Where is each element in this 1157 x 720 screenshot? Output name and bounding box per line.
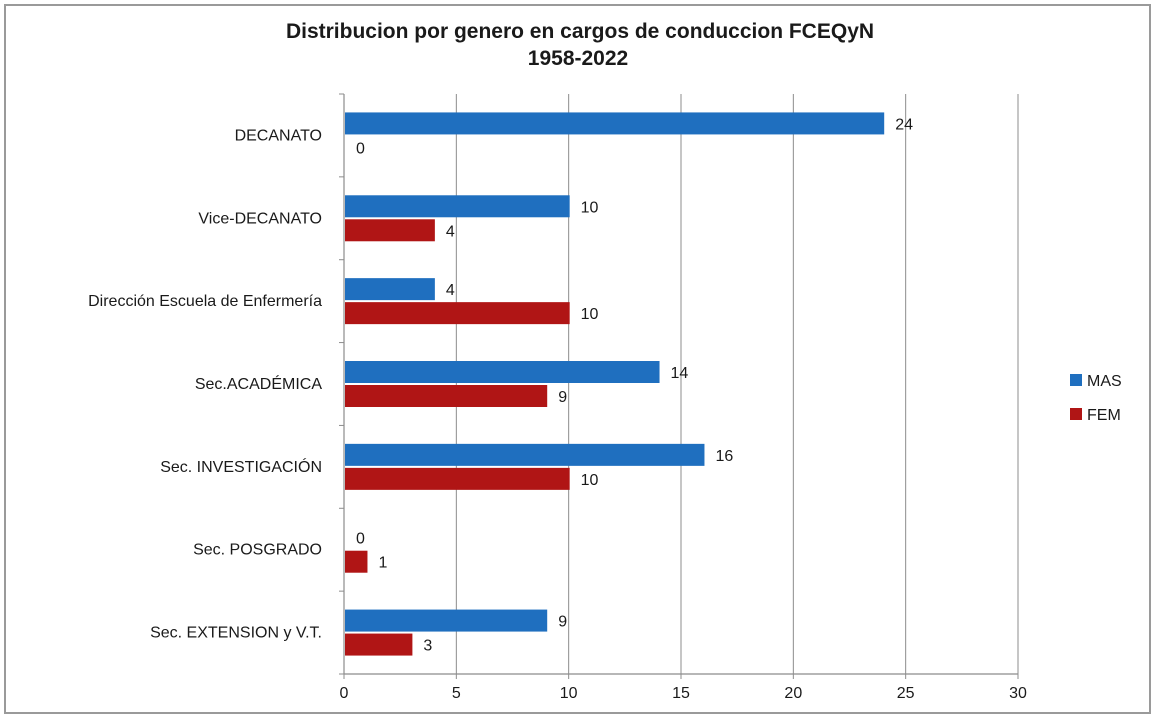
- data-label-fem: 4: [446, 223, 455, 240]
- bar-mas: [345, 609, 548, 632]
- category-label: Sec. INVESTIGACIÓN: [160, 457, 322, 476]
- bar-mas: [345, 195, 570, 218]
- data-label-fem: 0: [356, 140, 365, 157]
- legend-label-fem: FEM: [1087, 407, 1121, 424]
- x-tick-label: 30: [1009, 685, 1027, 702]
- legend: MAS FEM: [1070, 373, 1122, 424]
- data-label-mas: 14: [671, 365, 689, 382]
- chart-subtitle: 1958-2022: [528, 47, 628, 70]
- bar-mas: [345, 112, 885, 135]
- legend-swatch-fem: [1070, 408, 1082, 420]
- axes: 0 5 10 15 20 25 30DECANATOVice-DECANATODirecci…: [88, 93, 1027, 702]
- legend-swatch-mas: [1070, 374, 1082, 386]
- data-label-mas: 0: [356, 531, 365, 548]
- x-tick-label: 10: [560, 685, 578, 702]
- x-tick-label: 20: [784, 685, 802, 702]
- data-label-mas: 16: [715, 448, 733, 465]
- x-tick-label: 0: [340, 685, 349, 702]
- data-label-fem: 10: [581, 472, 599, 489]
- category-label: Dirección Escuela de Enfermería: [88, 293, 322, 310]
- bar-fem: [345, 302, 570, 325]
- x-tick-label: 15: [672, 685, 690, 702]
- bar-mas: [345, 278, 435, 301]
- data-label-mas: 9: [558, 614, 567, 631]
- category-label: Sec.ACADÉMICA: [195, 374, 322, 393]
- data-label-fem: 9: [558, 389, 567, 406]
- category-label: DECANATO: [235, 127, 322, 144]
- data-label-fem: 1: [378, 555, 387, 572]
- bar-fem: [345, 385, 548, 407]
- category-label: Vice-DECANATO: [198, 210, 322, 227]
- data-label-mas: 4: [446, 282, 455, 299]
- category-label: Sec. EXTENSION y V.T.: [150, 625, 322, 642]
- bar-mas: [345, 361, 660, 383]
- bar-fem: [345, 633, 413, 656]
- chart-title: Distribucion por genero en cargos de con…: [286, 20, 874, 43]
- legend-label-mas: MAS: [1087, 373, 1122, 390]
- bar-fem: [345, 219, 435, 242]
- data-label-mas: 24: [895, 116, 913, 133]
- bar-fem: [345, 550, 368, 573]
- data-label-fem: 10: [581, 306, 599, 323]
- data-label-fem: 3: [423, 638, 432, 655]
- x-tick-label: 5: [452, 685, 461, 702]
- data-label-mas: 10: [581, 199, 599, 216]
- category-label: Sec. POSGRADO: [193, 542, 322, 559]
- bar-fem: [345, 467, 570, 490]
- bars: [345, 112, 885, 656]
- x-tick-label: 25: [897, 685, 915, 702]
- gridlines: [455, 94, 1019, 674]
- bar-mas: [345, 443, 705, 466]
